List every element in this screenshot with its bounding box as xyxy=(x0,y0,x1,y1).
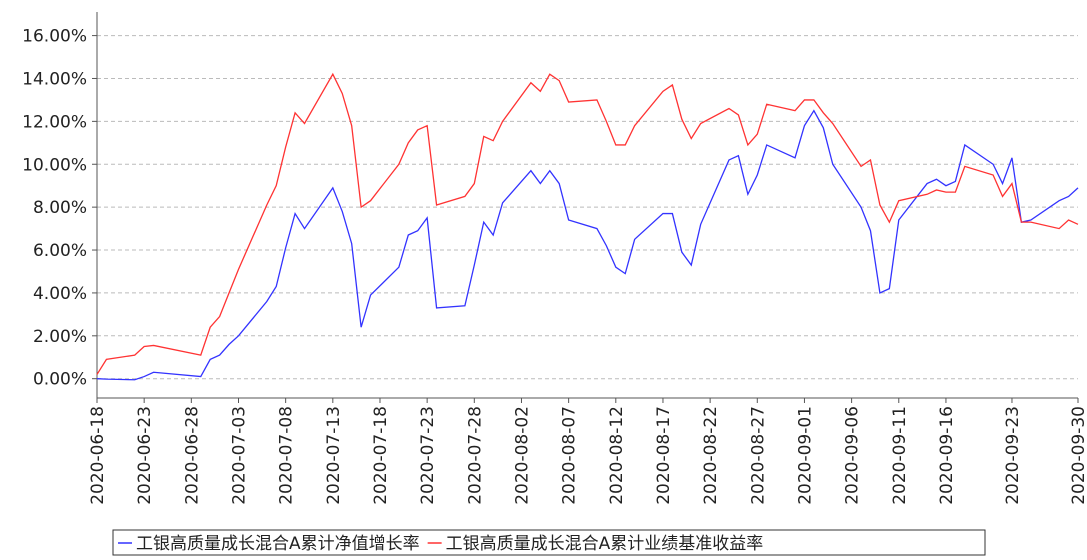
y-tick-label: 16.00% xyxy=(22,27,87,47)
x-tick-label: 2020-09-06 xyxy=(843,406,863,505)
x-tick-label: 2020-08-22 xyxy=(701,406,721,505)
x-tick-label: 2020-08-17 xyxy=(654,406,674,505)
x-tick-label: 2020-07-13 xyxy=(324,406,344,505)
x-tick-label: 2020-06-18 xyxy=(88,406,108,505)
legend-label: 工银高质量成长混合A累计净值增长率 xyxy=(136,534,420,554)
x-tick-label: 2020-07-28 xyxy=(465,406,485,505)
x-tick-label: 2020-08-27 xyxy=(748,406,768,505)
y-tick-label: 4.00% xyxy=(33,284,87,304)
legend-label: 工银高质量成长混合A累计业绩基准收益率 xyxy=(446,534,764,554)
x-tick-label: 2020-07-03 xyxy=(229,406,249,505)
x-tick-label: 2020-07-08 xyxy=(277,406,297,505)
y-tick-label: 14.00% xyxy=(22,69,87,89)
y-tick-label: 10.00% xyxy=(22,155,87,175)
y-tick-label: 2.00% xyxy=(33,327,87,347)
x-tick-label: 2020-08-12 xyxy=(607,406,627,505)
plot-area xyxy=(97,12,1078,398)
y-tick-label: 0.00% xyxy=(33,370,87,390)
x-tick-label: 2020-08-02 xyxy=(512,406,532,505)
legend-box xyxy=(112,529,986,556)
x-tick-label: 2020-07-23 xyxy=(418,406,438,505)
x-tick-label: 2020-07-18 xyxy=(371,406,391,505)
x-tick-label: 2020-09-16 xyxy=(937,406,957,505)
series-line xyxy=(96,72,1079,375)
x-tick-label: 2020-08-07 xyxy=(560,406,580,505)
x-tick-label: 2020-09-11 xyxy=(890,406,910,505)
x-tick-label: 2020-06-28 xyxy=(182,406,202,505)
x-tick-label: 2020-09-30 xyxy=(1069,406,1087,505)
x-tick-label: 2020-09-01 xyxy=(795,406,815,505)
series-line xyxy=(96,109,1079,381)
y-tick-label: 6.00% xyxy=(33,241,87,261)
x-tick-label: 2020-06-23 xyxy=(135,406,155,505)
x-tick-label: 2020-09-23 xyxy=(1003,406,1023,505)
y-tick-label: 12.00% xyxy=(22,112,87,132)
y-tick-label: 8.00% xyxy=(33,198,87,218)
